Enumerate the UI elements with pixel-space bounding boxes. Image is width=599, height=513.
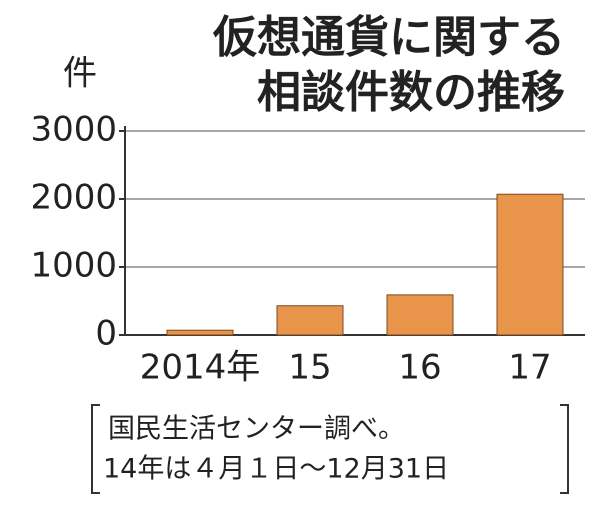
x-tick-label: 2014年 [140,348,261,388]
source-note: 14年は４月１日～12月31日 [103,454,449,485]
x-tick-label: 16 [398,348,441,388]
chart-title: 仮想通貨に関する [212,12,565,63]
y-tick-label: 0 [95,314,117,354]
bar [276,305,344,336]
x-tick-label: 17 [508,348,551,388]
note-bracket [91,404,569,494]
bar [166,329,234,336]
y-tick-label: 3000 [30,110,117,150]
y-axis-label: 件 [63,54,97,94]
x-tick-label: 15 [288,348,331,388]
bar [386,294,454,336]
y-tick-label: 2000 [30,178,117,218]
bar [496,193,564,336]
chart-title: 相談件数の推移 [257,67,565,118]
y-tick-label: 1000 [30,246,117,286]
source-note: 国民生活センター調べ。 [108,414,405,445]
